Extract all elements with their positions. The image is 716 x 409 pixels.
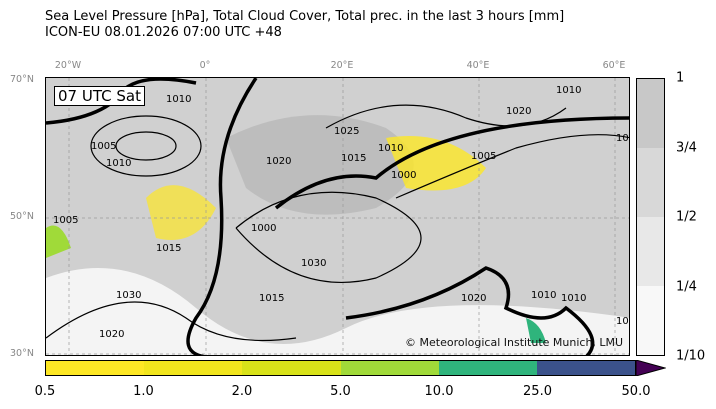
time-label: 07 UTC Sat	[54, 86, 145, 106]
lon-label: 20°W	[54, 60, 82, 71]
map-graphic: 1010 1005 1010 1010 1005 1020 1025 1015 1010 1020…	[46, 78, 630, 355]
isobar-label: 1010	[531, 290, 556, 301]
isobar-label: 1015	[341, 153, 366, 164]
isobar-label: 1010	[166, 94, 191, 105]
precip-tick-label: 1.0	[133, 384, 154, 399]
precip-tick-label: 25.0	[523, 384, 552, 399]
colorbar-segment	[637, 148, 664, 217]
isobar-label: 1025	[334, 126, 359, 137]
lon-label: 40°E	[466, 60, 490, 71]
isobar-label: 1010	[378, 143, 403, 154]
isobar-label: 1020	[616, 316, 630, 327]
cloud-tick-label: 1/10	[676, 348, 706, 364]
precip-tick-label: 5.0	[330, 384, 351, 399]
isobar-label: 1005	[53, 215, 78, 226]
cloud-tick-label: 1/2	[676, 209, 697, 225]
isobar-label: 1005	[471, 151, 496, 162]
colorbar-segment	[438, 361, 537, 375]
cloud-tick-label: 3/4	[676, 140, 697, 155]
colorbar-segment	[46, 361, 145, 375]
isobar-label: 1030	[301, 258, 326, 269]
map-panel: 1010 1005 1010 1010 1005 1020 1025 1015 1010 1020…	[45, 77, 630, 356]
precip-tick-label: 10.0	[424, 384, 454, 399]
colorbar-segment	[637, 217, 664, 286]
lat-label: 30°N	[10, 348, 34, 359]
isobar-label: 1020	[506, 106, 531, 117]
colorbar-segment	[536, 361, 636, 375]
lat-label: 70°N	[10, 74, 34, 85]
isobar-label: 1010	[106, 158, 131, 169]
lon-label: 20°E	[330, 60, 354, 71]
colorbar-segment	[637, 286, 664, 355]
isobar-label: 1005	[91, 141, 116, 152]
isobar-label: 1015	[156, 243, 181, 254]
isobar-label: 1010	[556, 85, 581, 96]
precip-tick-label: 0.5	[34, 384, 56, 399]
precip-tick-label: 50.0	[621, 384, 651, 399]
precip-tick-label: 2.0	[231, 384, 253, 399]
lon-label: 60°E	[602, 60, 626, 71]
colorbar-segment	[144, 361, 243, 375]
cloud-tick-label: 1	[676, 70, 685, 86]
colorbar-segment	[340, 361, 439, 375]
lon-label: 0°	[199, 60, 211, 71]
credit-text: © Meteorological Institute Munich, LMU	[405, 336, 624, 349]
isobar-label: 1030	[116, 290, 141, 301]
precip-colorbar	[45, 360, 636, 376]
colorbar-extend-triangle	[636, 360, 666, 376]
lat-label: 50°N	[10, 211, 34, 222]
colorbar-segment	[637, 79, 664, 148]
title-line-2: ICON-EU 08.01.2026 07:00 UTC +48	[45, 25, 282, 40]
isobar-label: 1000	[391, 170, 416, 181]
isobar-label: 1020	[461, 293, 486, 304]
colorbar-segment	[242, 361, 341, 375]
cloud-tick-label: 1/4	[676, 279, 697, 294]
isobar-label: 1015	[259, 293, 284, 304]
isobar-label: 1000	[251, 223, 276, 234]
isobar-label: 1020	[99, 329, 124, 340]
isobar-label: 1010	[561, 293, 586, 304]
isobar-label: 1020	[616, 133, 630, 144]
title-line-1: Sea Level Pressure [hPa], Total Cloud Co…	[45, 9, 565, 24]
cloud-cover-colorbar	[636, 78, 665, 356]
isobar-label: 1020	[266, 156, 291, 167]
